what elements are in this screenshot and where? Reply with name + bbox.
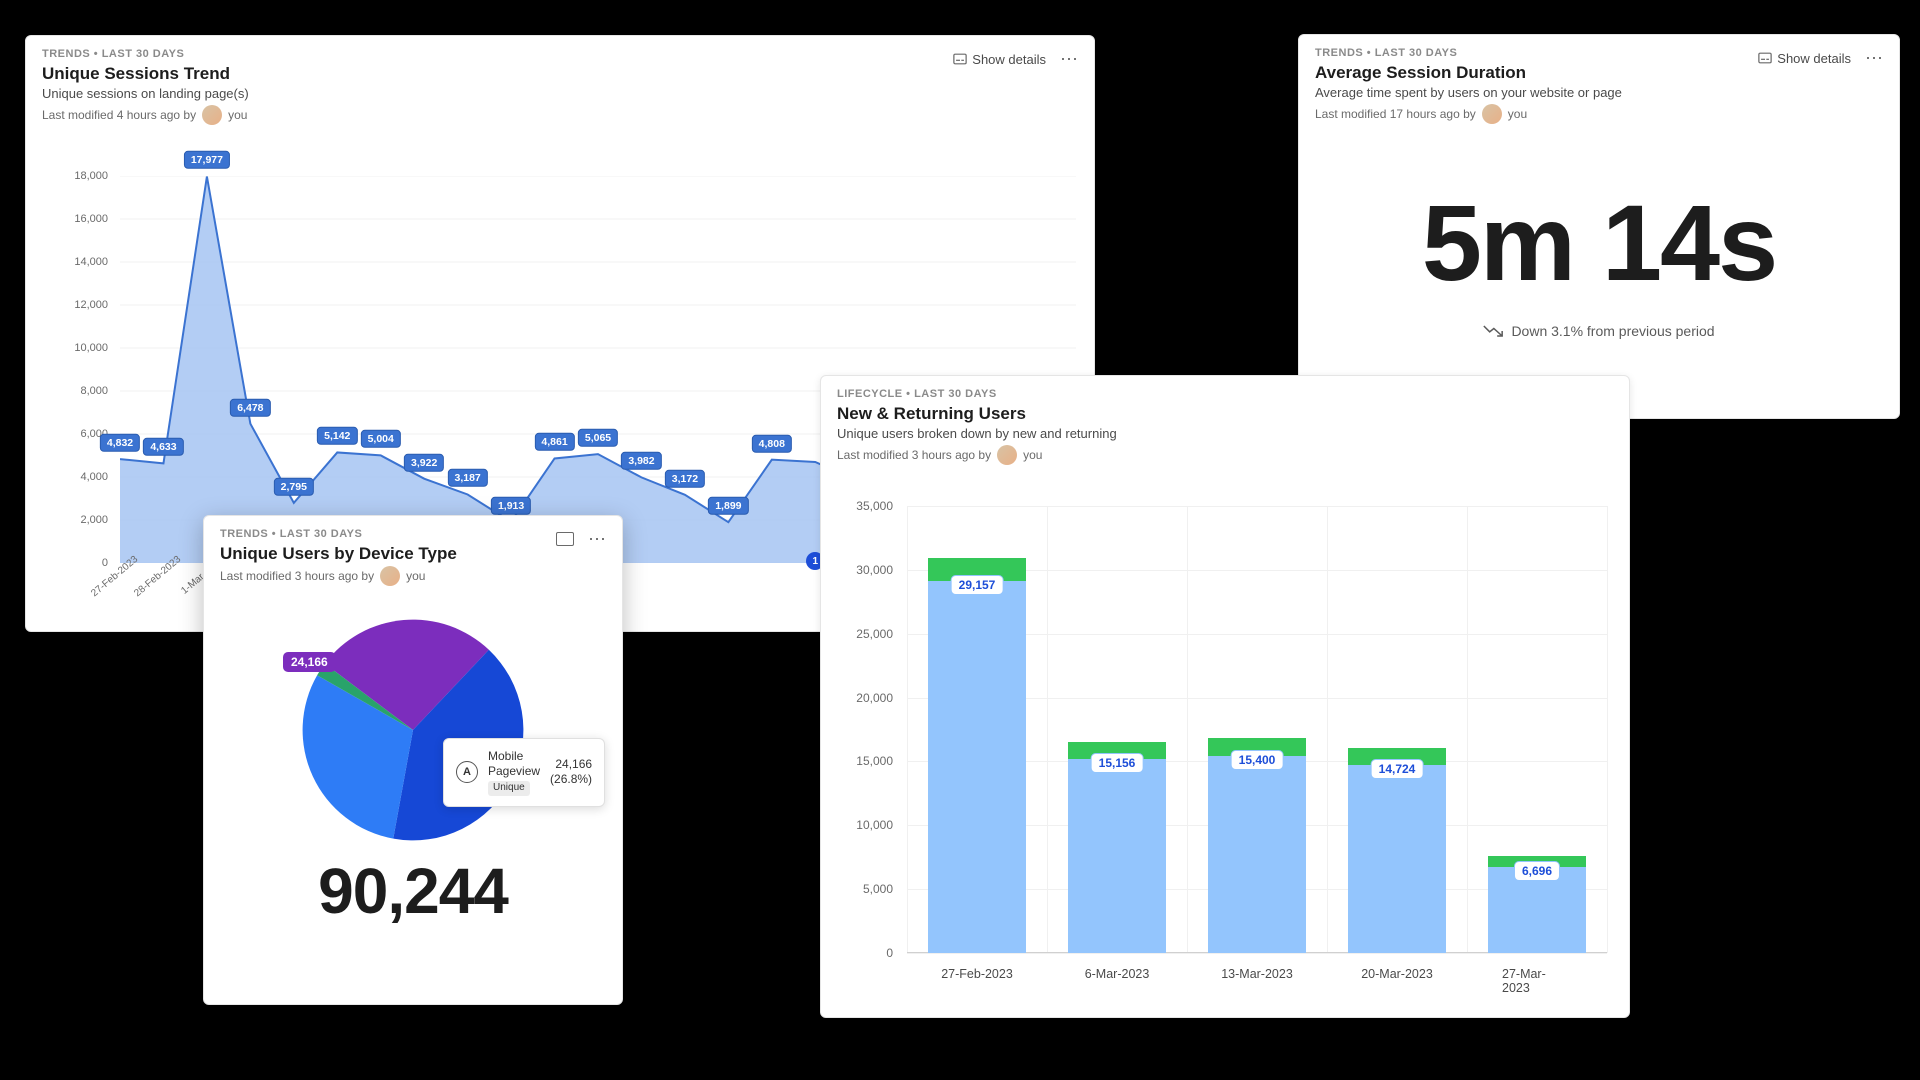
y-tick-label: 4,000 xyxy=(80,471,108,483)
value-badge: 2,795 xyxy=(274,478,314,496)
value-badge: 5,142 xyxy=(317,427,357,445)
value-badge: 3,982 xyxy=(621,452,661,470)
x-axis: 27-Feb-2023 6-Mar-2023 13-Mar-2023 20-Mar-2… xyxy=(907,959,1607,991)
value-badge: 3,187 xyxy=(447,469,487,487)
bar: 29,157 xyxy=(928,506,1026,953)
value-badge: 1,899 xyxy=(708,497,748,515)
y-tick-label: 5,000 xyxy=(863,882,893,896)
trend-down-icon xyxy=(1483,325,1503,337)
x-tick-label: 6-Mar-2023 xyxy=(1085,967,1150,981)
more-icon[interactable]: ⋯ xyxy=(1058,50,1080,68)
bar: 14,724 xyxy=(1348,506,1446,953)
y-tick-label: 35,000 xyxy=(856,499,893,513)
breadcrumb: TRENDS • LAST 30 DAYS xyxy=(220,528,606,540)
bar-value-badge: 6,696 xyxy=(1514,861,1560,881)
card-session-duration: TRENDS • LAST 30 DAYS Average Session Du… xyxy=(1298,34,1900,419)
y-tick-label: 25,000 xyxy=(856,627,893,641)
bar: 15,156 xyxy=(1068,506,1166,953)
y-tick-label: 20,000 xyxy=(856,691,893,705)
duration-value: 5m 14s xyxy=(1299,180,1899,305)
value-badge: 5,004 xyxy=(361,430,401,448)
value-badge: 4,633 xyxy=(143,438,183,456)
subtitles-icon xyxy=(953,52,967,66)
show-details-button[interactable]: Show details xyxy=(1758,51,1851,66)
bar-value-badge: 29,157 xyxy=(951,575,1004,595)
x-tick-label: 27-Feb-2023 xyxy=(941,967,1013,981)
value-badge: 4,832 xyxy=(100,434,140,452)
card-new-returning: LIFECYCLE • LAST 30 DAYS New & Returning… xyxy=(820,375,1630,1018)
total-value: 90,244 xyxy=(204,854,622,928)
bar-chart: 05,00010,00015,00020,00025,00030,00035,0… xyxy=(847,506,1607,991)
x-tick-label: 20-Mar-2023 xyxy=(1361,967,1433,981)
pie-svg xyxy=(293,610,533,850)
card-header: LIFECYCLE • LAST 30 DAYS New & Returning… xyxy=(821,376,1629,473)
y-tick-label: 18,000 xyxy=(74,170,108,182)
card-subtitle: Unique sessions on landing page(s) xyxy=(42,86,1078,101)
y-axis: 02,0004,0006,0008,00010,00012,00014,0001… xyxy=(66,176,114,609)
last-modified: Last modified 4 hours ago by you xyxy=(42,105,1078,125)
card-subtitle: Average time spent by users on your webs… xyxy=(1315,85,1883,100)
last-modified: Last modified 3 hours ago by you xyxy=(220,566,606,586)
y-tick-label: 0 xyxy=(102,557,108,569)
chart-plot: 29,157 15,156 15,400 14,724 6,696 xyxy=(907,506,1607,953)
bar-value-badge: 14,724 xyxy=(1371,759,1424,779)
y-tick-label: 0 xyxy=(886,946,893,960)
y-tick-label: 10,000 xyxy=(74,342,108,354)
last-modified: Last modified 3 hours ago by you xyxy=(837,445,1613,465)
last-modified: Last modified 17 hours ago by you xyxy=(1315,104,1883,124)
tooltip-values: 24,166 (26.8%) xyxy=(550,757,592,787)
bar-value-badge: 15,400 xyxy=(1231,750,1284,770)
card-title: New & Returning Users xyxy=(837,404,1613,424)
tooltip-label: Mobile Pageview Unique xyxy=(488,749,540,796)
y-tick-label: 15,000 xyxy=(856,754,893,768)
y-axis: 05,00010,00015,00020,00025,00030,00035,0… xyxy=(847,506,901,953)
y-tick-label: 16,000 xyxy=(74,213,108,225)
value-badge: 5,065 xyxy=(578,429,618,447)
value-badge: 3,172 xyxy=(665,470,705,488)
bar-value-badge: 15,156 xyxy=(1091,753,1144,773)
pie-chart: 24,166 A Mobile Pageview Unique 24,166 (… xyxy=(293,610,533,850)
value-badge: 1,913 xyxy=(491,497,531,515)
value-badge: 4,808 xyxy=(752,434,792,452)
subtitles-icon xyxy=(1758,51,1772,65)
more-icon[interactable]: ⋯ xyxy=(586,530,608,548)
card-title: Unique Sessions Trend xyxy=(42,64,1078,84)
value-badge: 6,478 xyxy=(230,399,270,417)
avatar xyxy=(1482,104,1502,124)
header-actions: Show details ⋯ xyxy=(1758,49,1885,67)
show-details-button[interactable]: Show details xyxy=(953,52,1046,67)
card-header: TRENDS • LAST 30 DAYS Unique Sessions Tr… xyxy=(26,36,1094,133)
card-title: Unique Users by Device Type xyxy=(220,544,606,564)
avatar xyxy=(380,566,400,586)
subtitles-icon[interactable] xyxy=(556,532,574,546)
trend-indicator: Down 3.1% from previous period xyxy=(1299,323,1899,339)
tooltip-icon: A xyxy=(456,761,478,783)
bar: 6,696 xyxy=(1488,506,1586,953)
breadcrumb: TRENDS • LAST 30 DAYS xyxy=(42,48,1078,60)
pie-tooltip: A Mobile Pageview Unique 24,166 (26.8%) xyxy=(443,738,605,807)
avatar xyxy=(202,105,222,125)
y-tick-label: 14,000 xyxy=(74,256,108,268)
card-device-type: TRENDS • LAST 30 DAYS Unique Users by De… xyxy=(203,515,623,1005)
x-tick-label: 13-Mar-2023 xyxy=(1221,967,1293,981)
y-tick-label: 30,000 xyxy=(856,563,893,577)
pie-slice-badge: 24,166 xyxy=(283,652,336,672)
y-tick-label: 12,000 xyxy=(74,299,108,311)
y-tick-label: 8,000 xyxy=(80,385,108,397)
header-actions: ⋯ xyxy=(556,530,608,548)
value-badge: 4,861 xyxy=(534,433,574,451)
card-subtitle: Unique users broken down by new and retu… xyxy=(837,426,1613,441)
x-tick-label: 27-Mar-2023 xyxy=(1502,967,1572,995)
y-tick-label: 10,000 xyxy=(856,818,893,832)
more-icon[interactable]: ⋯ xyxy=(1863,49,1885,67)
avatar xyxy=(997,445,1017,465)
value-badge: 17,977 xyxy=(184,151,230,169)
value-badge: 3,922 xyxy=(404,453,444,471)
bar: 15,400 xyxy=(1208,506,1306,953)
breadcrumb: LIFECYCLE • LAST 30 DAYS xyxy=(837,388,1613,400)
card-header: TRENDS • LAST 30 DAYS Unique Users by De… xyxy=(204,516,622,594)
header-actions: Show details ⋯ xyxy=(953,50,1080,68)
y-tick-label: 2,000 xyxy=(80,514,108,526)
